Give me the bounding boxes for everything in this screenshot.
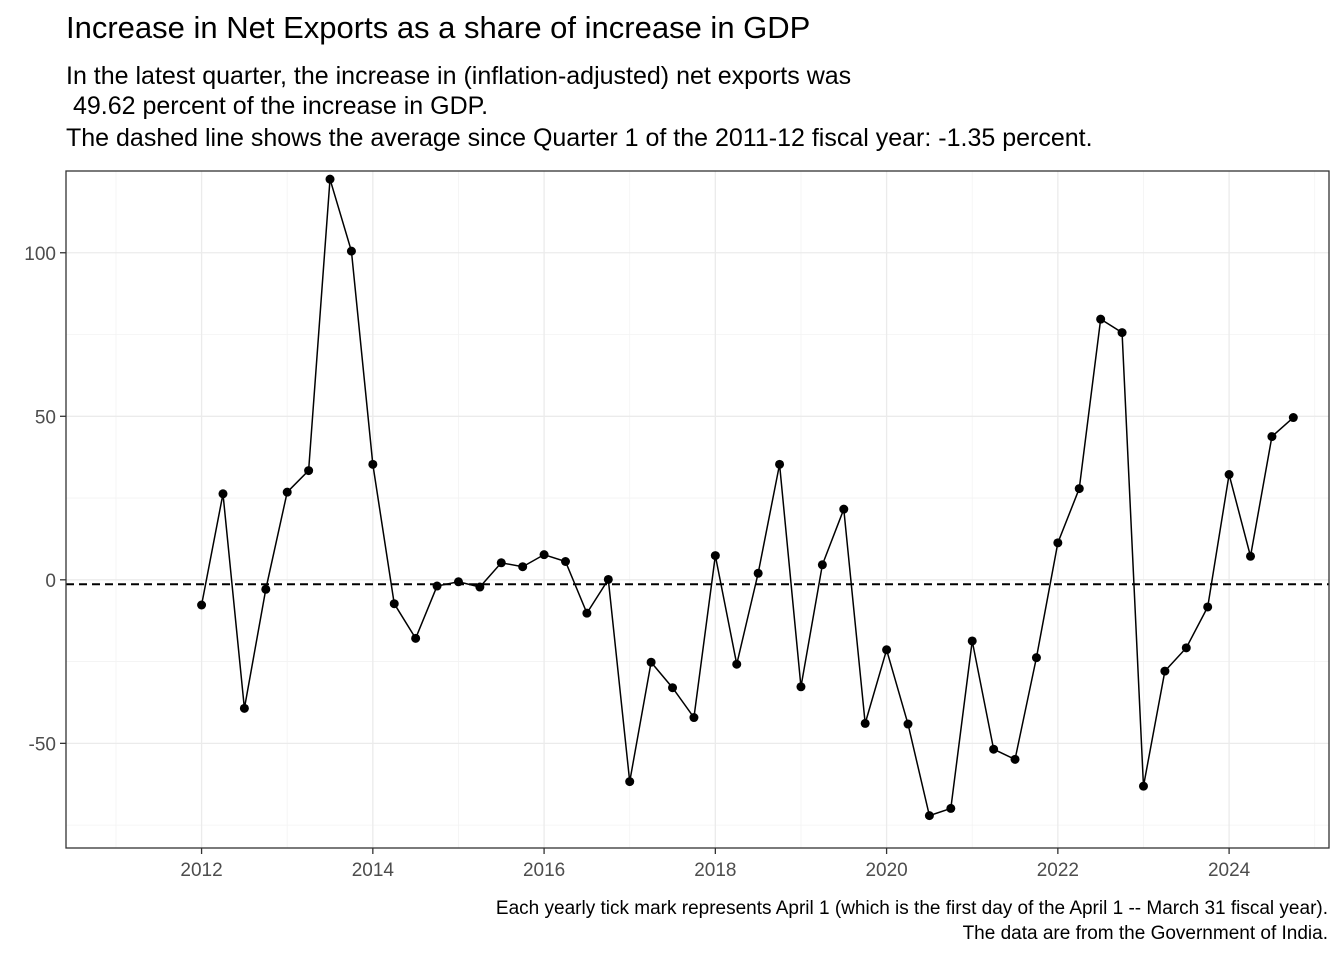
data-point — [882, 645, 892, 655]
x-tick-label: 2024 — [1208, 860, 1251, 881]
data-point — [389, 599, 399, 609]
data-point — [1117, 328, 1127, 338]
caption-line-2: The data are from the Government of Indi… — [962, 923, 1328, 944]
data-point — [710, 551, 720, 561]
x-tick-label: 2012 — [180, 860, 222, 881]
subtitle-line-2: 49.62 percent of the increase in GDP. — [66, 92, 489, 120]
data-point — [453, 577, 463, 587]
data-point — [1288, 413, 1298, 423]
data-point — [282, 487, 292, 497]
data-point — [924, 811, 934, 821]
data-point — [732, 659, 742, 669]
data-point — [197, 600, 207, 610]
data-point — [1096, 314, 1106, 324]
x-axis: 2012 2014 2016 2018 2020 2022 2024 — [180, 848, 1251, 881]
data-point — [946, 803, 956, 813]
chart-title: Increase in Net Exports as a share of in… — [66, 10, 811, 45]
data-point — [903, 719, 913, 729]
data-point — [989, 744, 999, 754]
data-point — [304, 466, 314, 476]
data-point — [475, 582, 485, 592]
data-point — [218, 489, 228, 499]
data-point — [1010, 754, 1020, 764]
data-point — [753, 568, 763, 578]
data-point — [1053, 538, 1063, 548]
major-gridlines — [66, 171, 1329, 848]
subtitle-line-1: In the latest quarter, the increase in (… — [66, 62, 852, 90]
data-point — [796, 682, 806, 692]
data-point — [839, 504, 849, 514]
data-point — [1203, 602, 1213, 612]
data-point — [1074, 484, 1084, 494]
y-tick-label: 0 — [45, 571, 56, 592]
data-point — [539, 550, 549, 560]
data-point — [1031, 653, 1041, 663]
y-tick-label: 100 — [24, 244, 56, 265]
data-point — [1138, 781, 1148, 791]
data-point — [625, 777, 635, 787]
data-point — [817, 560, 827, 570]
y-axis: -50 0 50 100 — [24, 244, 66, 755]
x-tick-label: 2014 — [352, 860, 395, 881]
data-point — [603, 574, 613, 584]
data-point — [239, 703, 249, 713]
series-line — [200, 178, 1294, 817]
data-point — [1160, 666, 1170, 676]
data-point — [411, 633, 421, 643]
x-tick-label: 2018 — [694, 860, 736, 881]
data-point — [261, 584, 271, 594]
y-tick-label: 50 — [35, 407, 56, 428]
data-point — [689, 713, 699, 723]
data-points — [197, 174, 1298, 821]
x-tick-label: 2020 — [865, 860, 907, 881]
data-point — [582, 608, 592, 618]
minor-gridlines — [66, 171, 1329, 848]
data-point — [325, 174, 335, 184]
data-point — [346, 246, 356, 256]
data-point — [1246, 551, 1256, 561]
data-point — [518, 562, 528, 572]
data-point — [967, 636, 977, 646]
data-point — [496, 558, 506, 568]
data-point — [1267, 432, 1277, 442]
data-point — [775, 459, 785, 469]
data-point — [560, 557, 570, 567]
y-tick-label: -50 — [29, 734, 56, 755]
data-point — [432, 581, 442, 591]
data-point — [368, 459, 378, 469]
data-point — [646, 657, 656, 667]
caption-line-1: Each yearly tick mark represents April 1… — [495, 898, 1328, 919]
subtitle-line-3: The dashed line shows the average since … — [66, 124, 1093, 152]
data-point — [668, 683, 678, 693]
x-tick-label: 2022 — [1037, 860, 1079, 881]
x-tick-label: 2016 — [523, 860, 565, 881]
data-point — [860, 718, 870, 728]
plot-panel-border — [65, 170, 1330, 849]
data-point — [1224, 470, 1234, 480]
data-point — [1181, 643, 1191, 653]
